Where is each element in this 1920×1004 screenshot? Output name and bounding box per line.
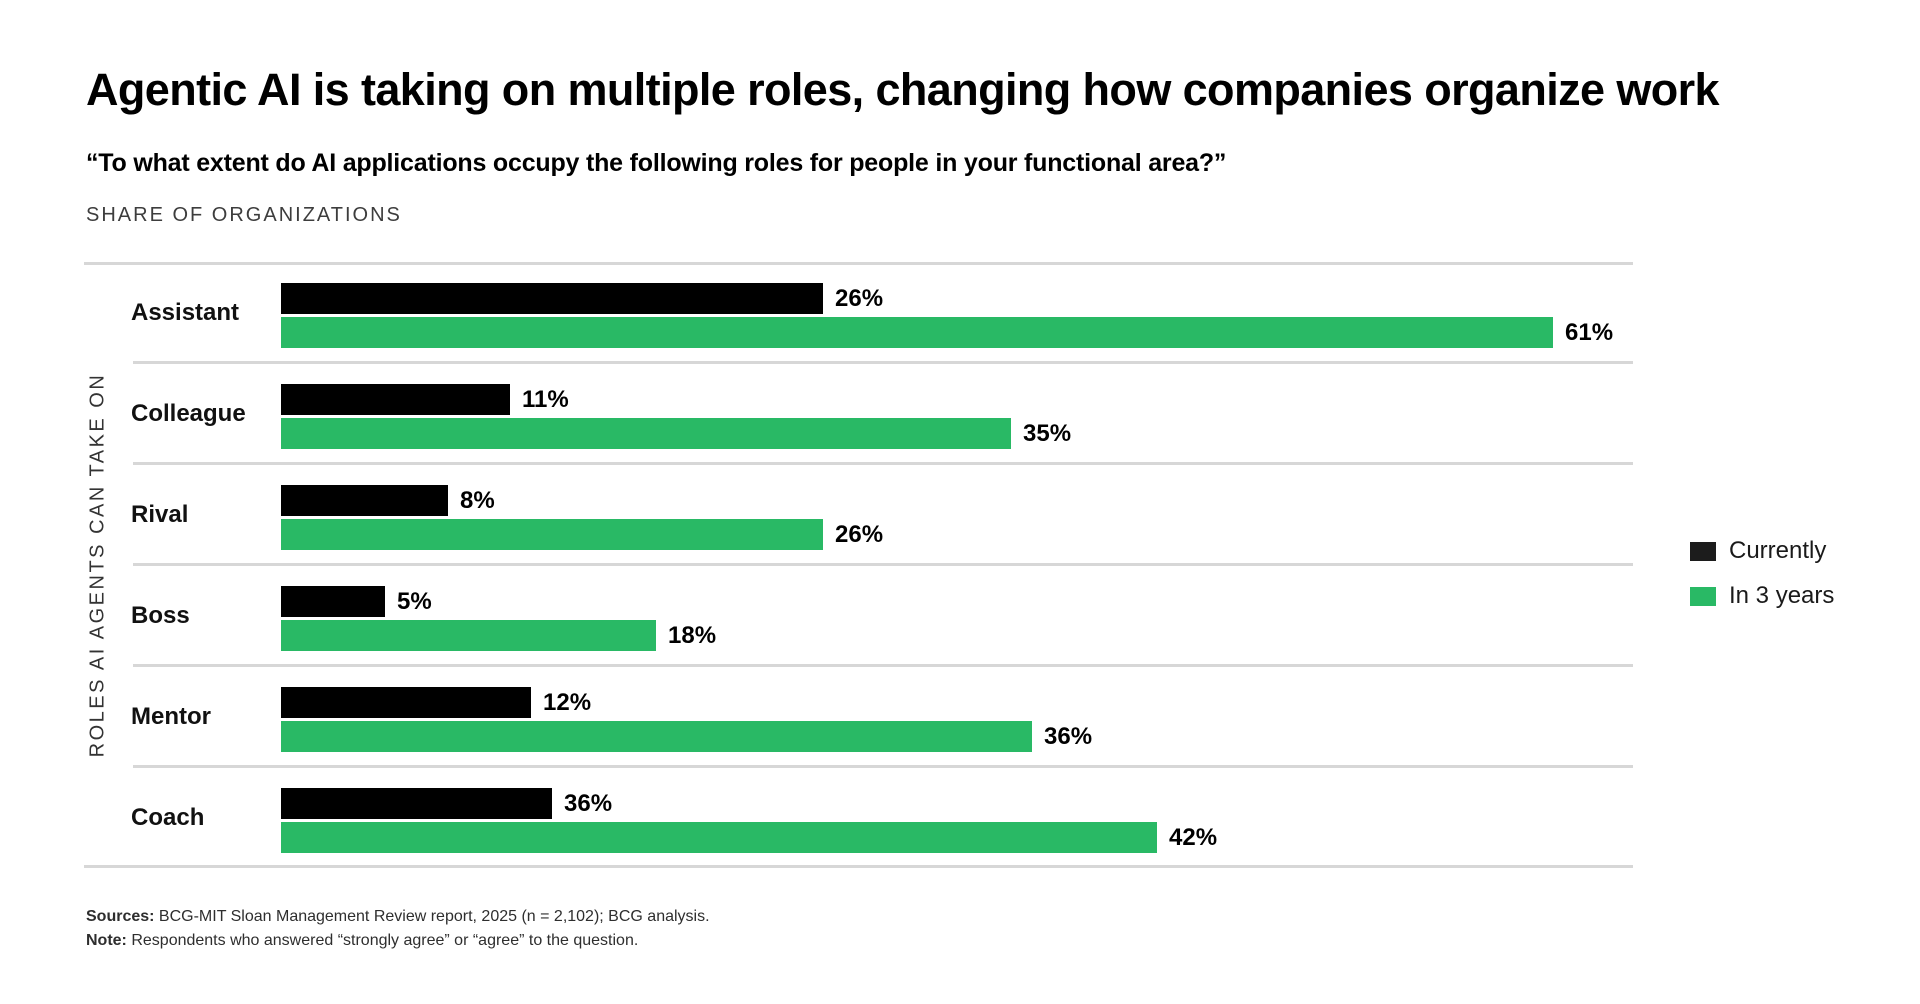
value-label-currently: 11% (522, 385, 569, 413)
bar-currently (281, 485, 448, 516)
page-title: Agentic AI is taking on multiple roles, … (86, 64, 1720, 115)
category-label: Assistant (131, 298, 240, 326)
note-label: Note: (86, 932, 127, 949)
value-label-in-3-years: 42% (1169, 823, 1218, 851)
note-line: Note: Respondents who answered “strongly… (86, 929, 710, 953)
sources-label: Sources: (86, 908, 155, 925)
category-separator (133, 361, 1633, 364)
bar-in-3-years (281, 822, 1157, 853)
category-label: Boss (131, 601, 190, 629)
bar-currently (281, 283, 823, 314)
share-of-organizations-label: SHARE OF ORGANIZATIONS (86, 204, 402, 226)
sources-line: Sources: BCG-MIT Sloan Management Review… (86, 905, 710, 929)
bar-chart: Assistant 26% 61% Colleague 11% 35% Rival 8% 26%… (84, 262, 1633, 868)
category-row-rival: Rival 8% 26% (84, 464, 1633, 566)
survey-question: “To what extent do AI applications occup… (86, 149, 1227, 177)
value-label-in-3-years: 36% (1044, 722, 1093, 750)
bar-in-3-years (281, 620, 656, 651)
value-label-in-3-years: 61% (1565, 318, 1614, 346)
category-row-assistant: Assistant 26% 61% (84, 262, 1633, 364)
legend-item-currently: Currently (1690, 537, 1834, 565)
value-label-in-3-years: 18% (668, 621, 717, 649)
bar-in-3-years (281, 418, 1011, 449)
bar-in-3-years (281, 317, 1553, 348)
category-label: Coach (131, 803, 205, 831)
category-label: Rival (131, 500, 189, 528)
legend-item-in-3-years: In 3 years (1690, 582, 1834, 610)
legend-label-currently: Currently (1729, 537, 1827, 564)
bar-currently (281, 788, 552, 819)
category-label: Colleague (131, 399, 246, 427)
legend-label-in-3-years: In 3 years (1729, 582, 1835, 609)
bar-in-3-years (281, 721, 1032, 752)
gridline-top (84, 262, 1633, 265)
legend-swatch-in-3-years (1690, 586, 1716, 606)
category-row-coach: Coach 36% 42% (84, 767, 1633, 868)
y-axis-title: ROLES AI AGENTS CAN TAKE ON (86, 372, 109, 758)
bar-in-3-years (281, 519, 823, 550)
bar-currently (281, 687, 531, 718)
category-row-mentor: Mentor 12% 36% (84, 666, 1633, 768)
category-separator (133, 563, 1633, 566)
category-row-boss: Boss 5% 18% (84, 565, 1633, 667)
category-separator (133, 765, 1633, 768)
chart-legend: Currently In 3 years (1690, 537, 1834, 627)
value-label-currently: 12% (543, 688, 592, 716)
value-label-currently: 5% (397, 587, 432, 615)
value-label-in-3-years: 35% (1023, 419, 1072, 447)
category-separator (133, 664, 1633, 667)
category-label: Mentor (131, 702, 211, 730)
gridline-bottom (84, 865, 1633, 868)
category-row-colleague: Colleague 11% 35% (84, 363, 1633, 465)
value-label-currently: 8% (460, 486, 495, 514)
sources-text: BCG-MIT Sloan Management Review report, … (154, 908, 710, 925)
bar-currently (281, 586, 385, 617)
bar-currently (281, 384, 510, 415)
footer: Sources: BCG-MIT Sloan Management Review… (86, 905, 710, 953)
value-label-currently: 26% (835, 284, 884, 312)
value-label-in-3-years: 26% (835, 520, 884, 548)
note-text: Respondents who answered “strongly agree… (126, 932, 639, 949)
legend-swatch-currently (1690, 541, 1716, 561)
value-label-currently: 36% (564, 789, 613, 817)
category-separator (133, 462, 1633, 465)
